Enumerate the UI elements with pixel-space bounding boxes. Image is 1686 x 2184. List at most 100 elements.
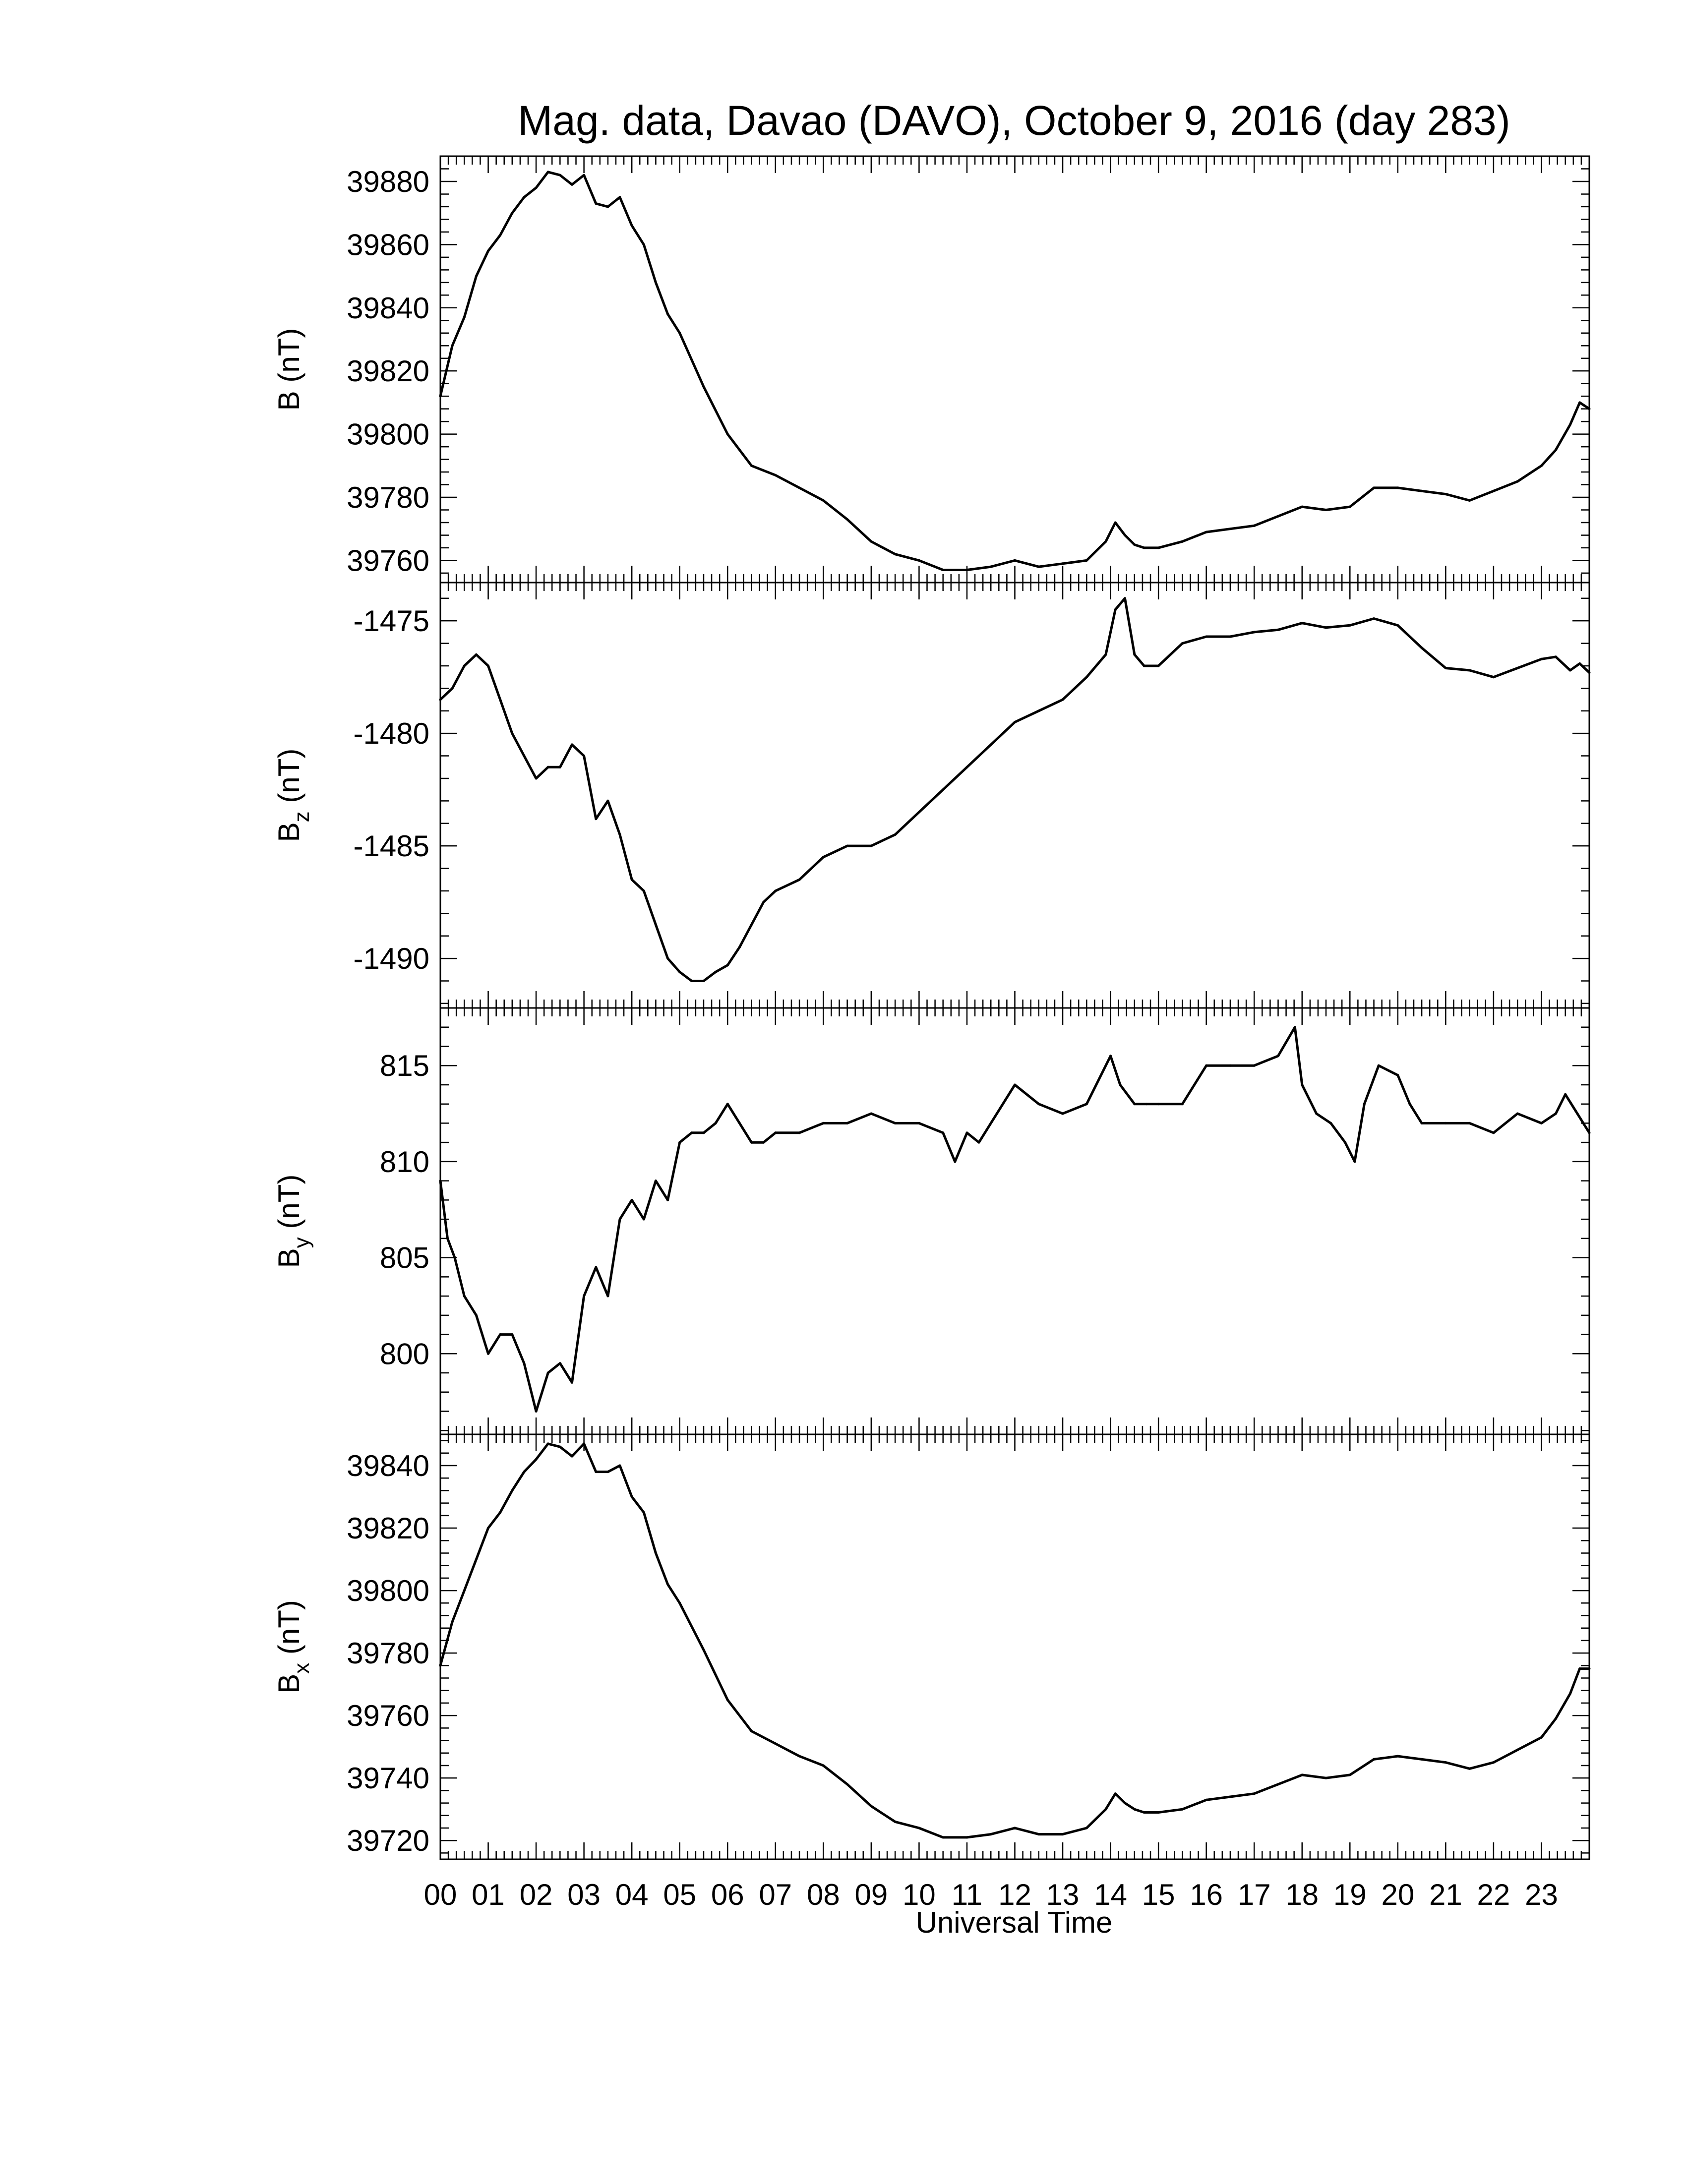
data-point — [1181, 642, 1184, 645]
data-point — [535, 777, 538, 780]
data-point — [1037, 709, 1040, 712]
data-point — [1145, 1103, 1148, 1106]
x-tick-label: 05 — [663, 1878, 696, 1911]
data-point — [965, 569, 968, 571]
data-point — [1301, 1083, 1304, 1086]
chart-title: Mag. data, Davao (DAVO), October 9, 2016… — [518, 97, 1510, 144]
data-point — [738, 945, 741, 948]
data-point — [1554, 1112, 1557, 1115]
data-point — [678, 1141, 681, 1144]
data-point — [1253, 524, 1256, 527]
data-point — [1444, 667, 1447, 669]
data-point — [1205, 635, 1208, 638]
data-point — [822, 856, 825, 859]
data-point — [487, 249, 489, 252]
x-tick-label: 17 — [1238, 1878, 1271, 1911]
data-point — [965, 766, 968, 768]
data-point — [666, 313, 669, 315]
data-point — [654, 281, 657, 284]
data-point — [1554, 655, 1557, 658]
data-point — [1420, 1122, 1423, 1124]
y-tick-label: 39820 — [347, 1512, 429, 1545]
data-point — [523, 1362, 526, 1365]
data-point — [1325, 626, 1327, 629]
data-point — [1277, 1783, 1279, 1786]
data-point — [606, 1295, 609, 1298]
data-point — [463, 664, 466, 667]
data-point — [798, 486, 801, 489]
data-point — [798, 878, 801, 881]
data-point — [535, 1458, 538, 1461]
y-tick-label: 39740 — [347, 1762, 429, 1795]
data-point — [1037, 565, 1040, 568]
data-point — [822, 1764, 825, 1767]
data-point — [1468, 499, 1471, 502]
x-axis-label: Universal Time — [916, 1906, 1113, 1939]
data-point — [1492, 489, 1495, 492]
data-point — [1468, 1767, 1471, 1770]
data-point — [690, 980, 693, 982]
data-point — [1540, 657, 1543, 660]
data-point — [1516, 480, 1519, 483]
y-axis-label: By (nT) — [272, 1175, 314, 1268]
data-point — [475, 653, 478, 656]
data-point — [678, 332, 681, 335]
data-point — [1301, 622, 1304, 625]
y-tick-label: 39820 — [347, 354, 429, 388]
data-point — [654, 923, 657, 926]
data-point — [1085, 559, 1088, 562]
data-point — [1373, 617, 1376, 620]
data-point — [1229, 635, 1232, 638]
data-point — [1492, 1131, 1495, 1134]
data-point — [1540, 1122, 1543, 1124]
data-point — [1568, 1692, 1571, 1695]
y-tick-label: 815 — [380, 1049, 429, 1082]
data-point — [595, 818, 598, 821]
data-point — [1085, 676, 1088, 679]
data-point — [1205, 1798, 1208, 1801]
data-point — [1348, 505, 1351, 508]
data-point — [989, 1833, 992, 1836]
panel-frame — [439, 1007, 1590, 1435]
y-tick-label: 39880 — [347, 165, 429, 198]
data-point — [1588, 1667, 1591, 1670]
panels-group: 39760 39780 39800 39820 39840 39860 39880 B (nT… — [272, 155, 1591, 1911]
data-point — [463, 316, 466, 319]
panel-frame — [439, 1433, 1590, 1860]
data-point — [451, 344, 454, 347]
x-tick-label: 01 — [472, 1878, 505, 1911]
data-point — [738, 1122, 741, 1124]
data-point — [546, 1371, 549, 1374]
data-point — [630, 878, 633, 881]
data-point — [1277, 628, 1279, 631]
data-point — [546, 766, 549, 768]
data-point — [1229, 528, 1232, 531]
data-point — [583, 1295, 586, 1298]
data-point — [595, 1266, 598, 1269]
data-point — [558, 766, 561, 768]
data-point — [1516, 1112, 1519, 1115]
data-point — [475, 275, 478, 278]
data-point — [583, 174, 586, 177]
data-point — [1301, 505, 1304, 508]
data-point — [846, 518, 849, 521]
data-point — [822, 1122, 825, 1124]
data-point — [618, 1218, 621, 1221]
data-point — [511, 212, 514, 215]
data-point — [1554, 1717, 1557, 1720]
data-point — [1568, 423, 1571, 426]
data-point — [1516, 1748, 1519, 1751]
data-point — [774, 889, 777, 892]
data-point — [571, 743, 573, 746]
data-point — [439, 698, 442, 701]
data-point — [1492, 1761, 1495, 1764]
data-point — [1133, 1808, 1136, 1811]
data-point — [726, 433, 729, 436]
x-tick-label: 03 — [567, 1878, 601, 1911]
data-point — [439, 395, 442, 398]
data-point — [475, 1314, 478, 1317]
data-point — [1157, 1811, 1160, 1814]
x-tick-label: 06 — [711, 1878, 744, 1911]
data-point — [1104, 540, 1107, 543]
